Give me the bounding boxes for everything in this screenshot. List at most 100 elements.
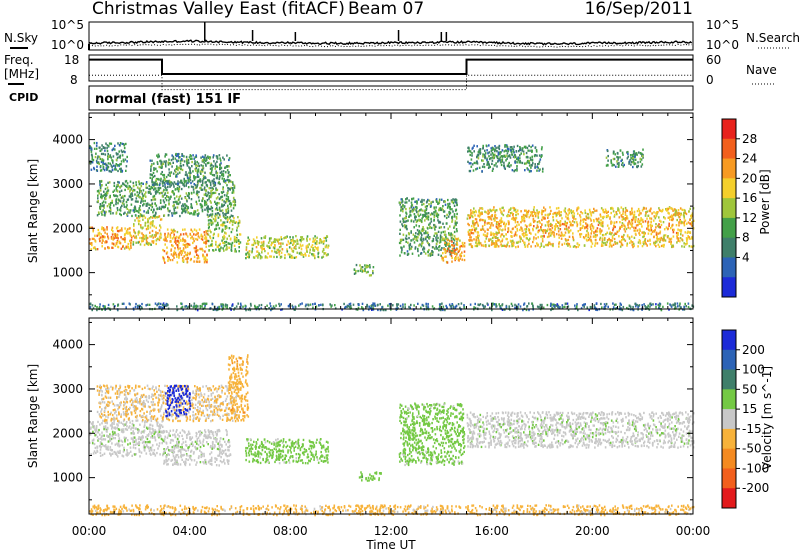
data-cell [580, 210, 582, 214]
data-cell [680, 229, 683, 232]
data-cell [186, 235, 189, 238]
data-cell [565, 215, 567, 218]
data-cell [522, 308, 524, 312]
data-cell [475, 241, 477, 244]
data-cell [161, 163, 163, 167]
data-cell [233, 204, 235, 207]
data-cell [417, 213, 419, 216]
data-cell [678, 221, 680, 224]
data-cell [127, 242, 130, 246]
data-cell [226, 245, 228, 249]
data-cell [172, 244, 174, 248]
data-cell [195, 233, 197, 236]
data-cell [195, 176, 197, 179]
data-cell [469, 153, 471, 157]
data-cell [236, 226, 238, 229]
data-cell [601, 306, 603, 309]
data-cell [272, 241, 275, 244]
data-cell [361, 302, 364, 305]
data-cell [506, 144, 508, 147]
data-cell [215, 240, 217, 244]
data-cell [186, 194, 189, 197]
data-cell [473, 211, 475, 214]
data-cell [623, 228, 626, 231]
data-cell [113, 184, 116, 187]
data-cell [587, 234, 590, 237]
data-cell [626, 242, 629, 245]
data-cell [638, 239, 641, 242]
data-cell [559, 220, 562, 223]
data-cell [624, 206, 627, 210]
data-cell [439, 207, 442, 210]
data-cell [473, 223, 475, 226]
data-cell [100, 180, 103, 183]
data-cell [434, 209, 437, 212]
data-cell [404, 237, 407, 240]
data-cell [94, 155, 97, 159]
data-cell [102, 163, 104, 166]
data-cell [473, 207, 475, 210]
data-cell [620, 242, 623, 245]
data-cell [315, 242, 318, 245]
data-cell [504, 149, 507, 152]
data-cell [229, 221, 231, 224]
data-cell [656, 211, 658, 214]
data-cell [261, 246, 263, 249]
data-cell [518, 223, 520, 226]
data-cell [451, 233, 454, 236]
data-cell [680, 213, 682, 217]
data-cell [176, 308, 178, 312]
data-cell [534, 233, 537, 236]
data-cell [177, 154, 179, 157]
data-cell [417, 249, 419, 253]
data-cell [660, 220, 662, 223]
data-cell [137, 180, 140, 183]
data-cell [431, 212, 434, 216]
data-cell [463, 304, 465, 307]
data-cell [97, 228, 100, 232]
data-cell [104, 149, 106, 152]
data-cell [205, 203, 208, 206]
data-cell [627, 155, 629, 158]
data-cell [223, 200, 225, 203]
data-cell [477, 157, 480, 160]
data-cell [613, 225, 615, 228]
data-cell [437, 202, 439, 205]
data-cell [203, 188, 206, 191]
data-cell [539, 158, 542, 161]
data-cell [446, 206, 449, 209]
data-cell [216, 171, 219, 175]
data-cell [493, 156, 495, 159]
data-cell [111, 165, 113, 169]
data-cell [404, 225, 407, 229]
data-cell [642, 148, 644, 151]
data-cell [91, 157, 94, 161]
data-cell [477, 214, 479, 217]
data-cell [157, 153, 160, 156]
data-cell [479, 149, 481, 152]
data-cell [209, 200, 212, 203]
data-cell [637, 245, 639, 248]
data-cell [557, 304, 560, 307]
data-cell [379, 303, 381, 306]
data-cell [133, 223, 135, 226]
data-cell [458, 259, 460, 262]
data-cell [454, 222, 457, 225]
data-cell [211, 221, 214, 224]
data-cell [217, 196, 219, 199]
data-cell [415, 232, 417, 235]
data-cell [633, 162, 635, 165]
data-cell [223, 249, 225, 252]
data-cell [520, 152, 522, 155]
data-cell [176, 206, 179, 209]
data-cell [605, 233, 607, 236]
data-cell [150, 186, 152, 189]
data-cell [284, 256, 286, 260]
data-cell [150, 168, 152, 171]
data-cell [181, 153, 183, 156]
data-cell [520, 237, 522, 240]
data-cell [635, 224, 638, 227]
data-cell [622, 235, 624, 238]
data-cell [672, 244, 674, 247]
data-cell [117, 246, 120, 249]
